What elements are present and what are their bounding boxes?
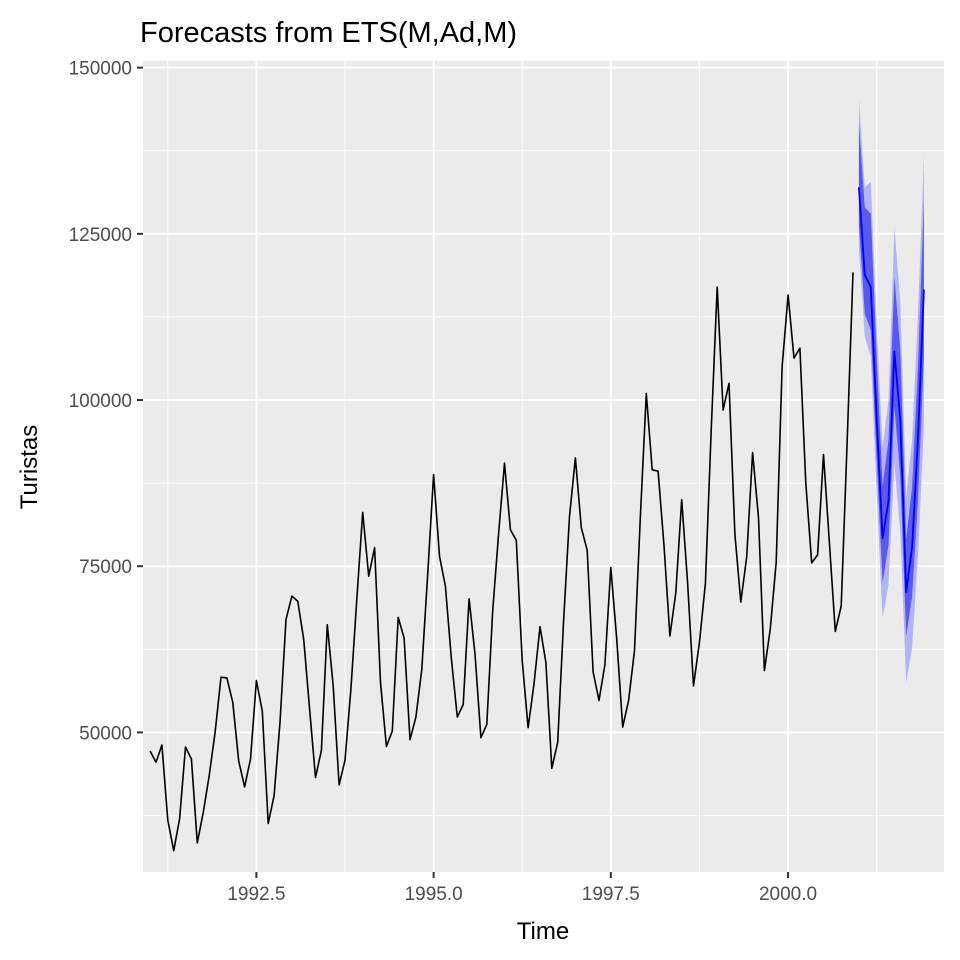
prediction-intervals <box>858 98 924 683</box>
y-tick-label: 75000 <box>79 557 132 578</box>
x-tick-label: 2000.0 <box>759 884 817 905</box>
axes: 1992.5 1995.0 1997.5 2000.0 50000 75000 100000… <box>69 59 818 905</box>
observed-series-line <box>149 272 854 852</box>
y-axis-title: Turistas <box>16 425 43 509</box>
forecast-mean-line <box>858 187 925 593</box>
x-axis-title: Time <box>517 918 569 945</box>
chart-title: Forecasts from ETS(M,Ad,M) <box>140 17 517 49</box>
y-tick-label: 125000 <box>69 225 132 246</box>
x-tick-label: 1992.5 <box>227 884 285 905</box>
grid-major <box>143 61 944 872</box>
y-tick-label: 50000 <box>79 723 132 744</box>
x-tick-label: 1995.0 <box>405 884 463 905</box>
x-tick-label: 1997.5 <box>582 884 640 905</box>
plot-panel <box>143 61 944 872</box>
y-tick-label: 150000 <box>69 59 132 80</box>
series-lines <box>149 187 925 852</box>
prediction-interval-80 <box>858 124 924 636</box>
y-tick-label: 100000 <box>69 391 132 412</box>
